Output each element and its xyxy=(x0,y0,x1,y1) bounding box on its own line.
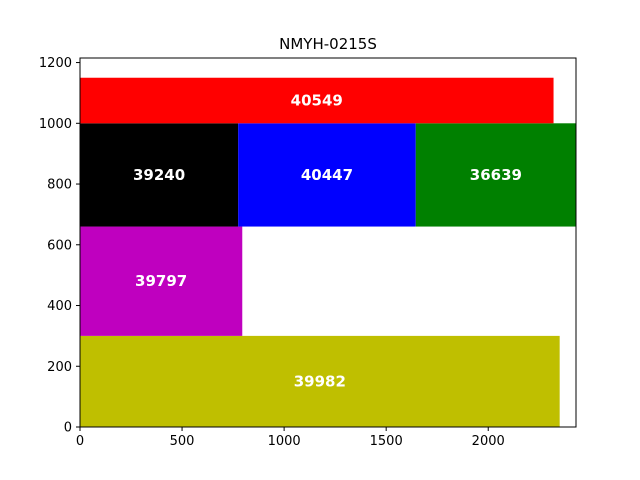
bar-40549 xyxy=(80,77,554,124)
bars-layer xyxy=(80,77,576,427)
x-tick-label: 1500 xyxy=(370,434,403,449)
bar-39982 xyxy=(80,335,560,427)
y-tick-label: 200 xyxy=(47,360,72,375)
axes-layer: 0 500 1000 1500 2000 0 200 400 600 800 1000 1200 xyxy=(39,56,577,449)
axes-frame xyxy=(79,57,577,428)
bar-label-40549: 40549 xyxy=(291,92,343,110)
bar-40447 xyxy=(238,123,416,227)
x-tick-label: 2000 xyxy=(472,434,505,449)
bar-label-40447: 40447 xyxy=(301,166,353,184)
bar-label-36639: 36639 xyxy=(470,166,522,184)
x-tick-label: 500 xyxy=(170,434,195,449)
x-tick-label: 1000 xyxy=(268,434,301,449)
y-tick-label: 800 xyxy=(47,178,72,193)
y-tick-label: 0 xyxy=(64,421,72,436)
y-tick-label: 400 xyxy=(47,299,72,314)
bar-label-39797: 39797 xyxy=(135,272,187,290)
x-tick-label: 0 xyxy=(76,434,84,449)
y-tick-label: 1000 xyxy=(39,117,72,132)
bar-36639 xyxy=(415,123,576,227)
y-tick-label: 1200 xyxy=(39,56,72,71)
bar-label-39982: 39982 xyxy=(294,372,346,390)
bar-labels-layer: 39982 39797 39240 40447 36639 40549 xyxy=(133,92,522,391)
bar-label-39240: 39240 xyxy=(133,166,185,184)
chart-title: NMYH-0215S xyxy=(279,35,377,53)
bar-39240 xyxy=(80,123,239,227)
bar-39797 xyxy=(80,226,243,336)
y-tick-label: 600 xyxy=(47,238,72,253)
